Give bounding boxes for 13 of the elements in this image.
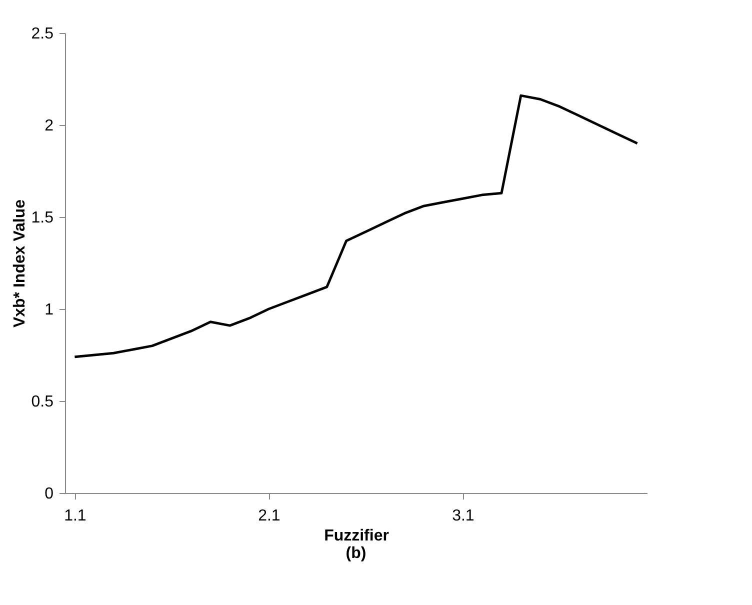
line-series bbox=[73, 94, 639, 358]
x-tick-label: 1.1 bbox=[64, 508, 86, 524]
y-tick-label: 0 bbox=[44, 486, 54, 502]
y-tick-label: 0.5 bbox=[31, 394, 54, 410]
y-tick-label: 2 bbox=[44, 118, 54, 134]
x-tick-label: 3.1 bbox=[452, 508, 474, 524]
x-axis-title: Fuzzifier bbox=[324, 528, 389, 544]
y-tick-label: 2.5 bbox=[31, 26, 54, 42]
text: (b) bbox=[346, 545, 366, 562]
y-tick-label: 1 bbox=[44, 302, 54, 318]
y-axis-title: Vxb* Index Value bbox=[11, 199, 28, 328]
x-tick-label: 2.1 bbox=[258, 508, 280, 524]
y-tick-label: 1.5 bbox=[31, 210, 54, 226]
